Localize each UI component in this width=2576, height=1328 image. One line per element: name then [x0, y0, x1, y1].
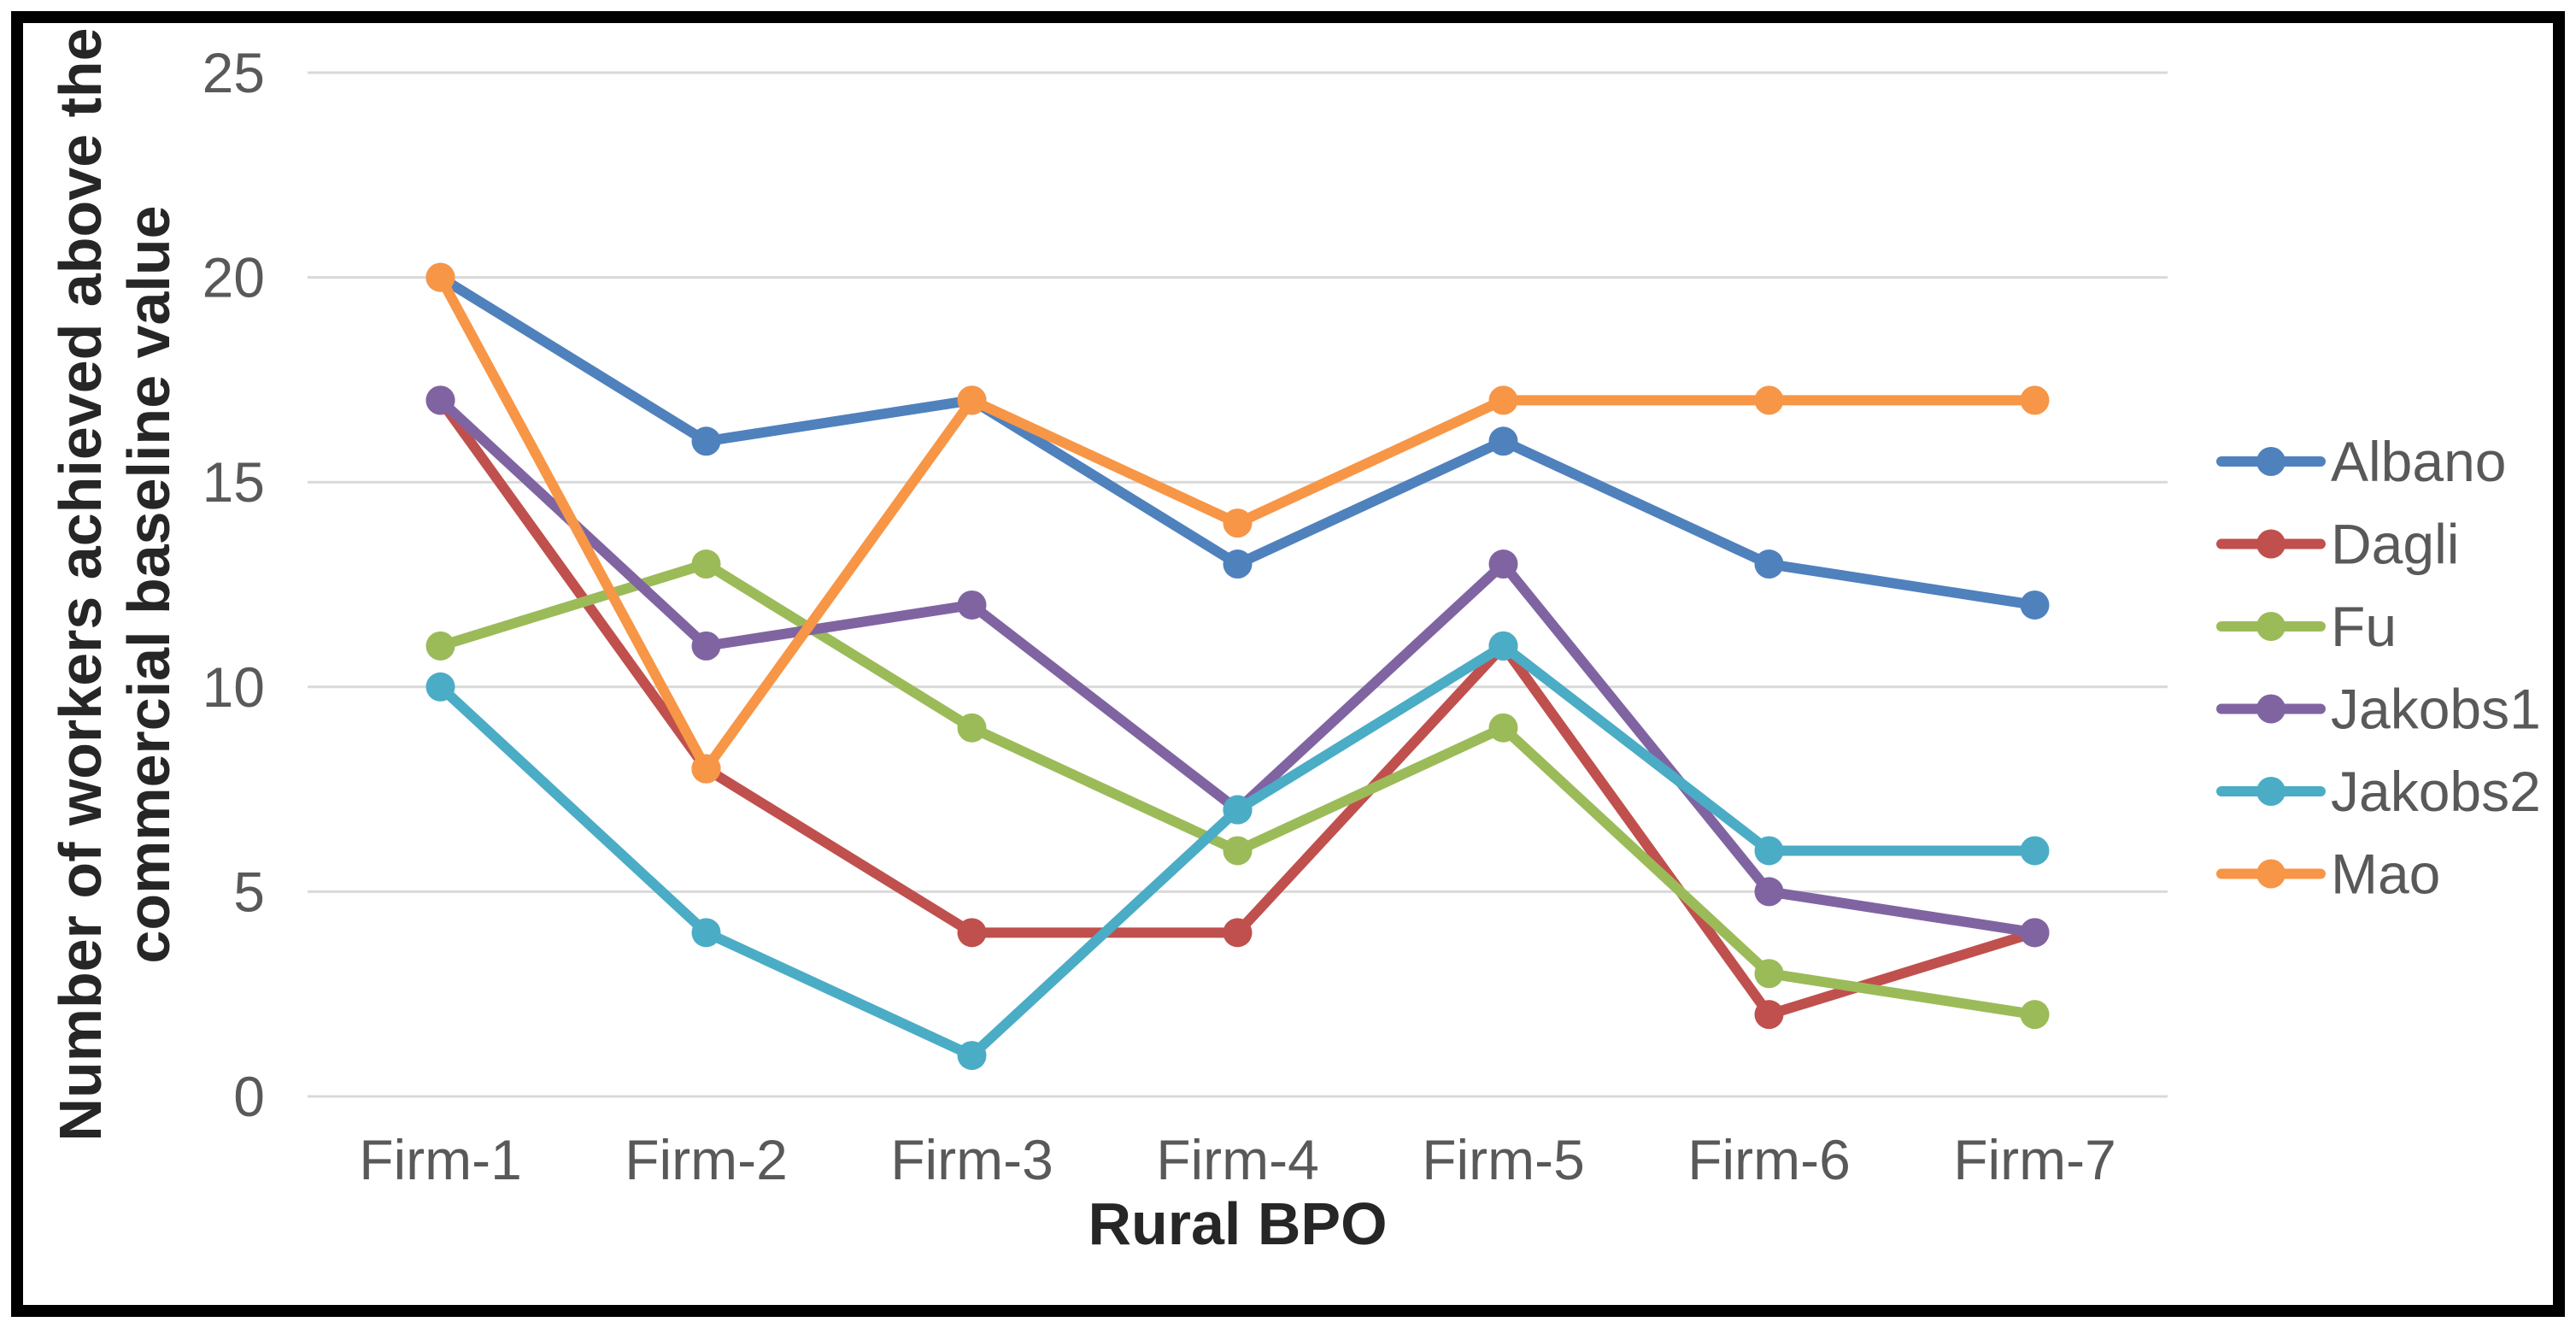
legend-marker-jakobs2	[2256, 777, 2286, 806]
series-marker-dagli-firm-3	[957, 918, 987, 948]
series-marker-albano-firm-2	[691, 426, 721, 456]
frame-border	[11, 11, 2565, 1317]
series-marker-jakobs1-firm-7	[2020, 918, 2050, 948]
series-marker-albano-firm-4	[1223, 549, 1253, 579]
legend-label-jakobs1[interactable]: Jakobs1	[2331, 678, 2541, 741]
y-tick-label-10: 10	[202, 655, 265, 719]
series-marker-dagli-firm-6	[1754, 1000, 1784, 1030]
series-marker-fu-firm-1	[425, 631, 455, 661]
x-tick-label-6: Firm-6	[1687, 1128, 1851, 1191]
series-marker-fu-firm-6	[1754, 959, 1784, 989]
series-marker-mao-firm-6	[1754, 385, 1784, 415]
series-marker-fu-firm-7	[2020, 1000, 2050, 1030]
legend-marker-albano	[2256, 447, 2286, 476]
series-marker-jakobs1-firm-2	[691, 631, 721, 661]
series-marker-jakobs1-firm-3	[957, 590, 987, 620]
legend-label-mao[interactable]: Mao	[2331, 843, 2440, 906]
series-marker-fu-firm-2	[691, 549, 721, 579]
series-marker-jakobs2-firm-1	[425, 672, 455, 702]
x-axis-title: Rural BPO	[1088, 1190, 1387, 1257]
y-tick-label-0: 0	[233, 1065, 265, 1128]
series-marker-mao-firm-1	[425, 262, 455, 292]
series-marker-mao-firm-7	[2020, 385, 2050, 415]
series-marker-jakobs2-firm-4	[1223, 795, 1253, 825]
legend-marker-dagli	[2256, 529, 2286, 559]
x-tick-label-3: Firm-3	[890, 1128, 1053, 1191]
series-marker-fu-firm-5	[1488, 713, 1518, 743]
y-axis-title: Number of workers achieved above thecomm…	[47, 27, 182, 1141]
x-tick-label-7: Firm-7	[1953, 1128, 2116, 1191]
x-tick-label-4: Firm-4	[1156, 1128, 1319, 1191]
series-marker-jakobs2-firm-3	[957, 1041, 987, 1071]
series-marker-albano-firm-6	[1754, 549, 1784, 579]
y-tick-label-5: 5	[233, 860, 265, 923]
y-tick-label-20: 20	[202, 246, 265, 309]
legend-label-fu[interactable]: Fu	[2331, 595, 2397, 658]
series-marker-dagli-firm-4	[1223, 918, 1253, 948]
series-marker-albano-firm-7	[2020, 590, 2050, 620]
series-marker-jakobs2-firm-5	[1488, 631, 1518, 661]
legend-marker-fu	[2256, 612, 2286, 641]
legend-label-albano[interactable]: Albano	[2331, 430, 2507, 493]
series-marker-jakobs2-firm-7	[2020, 836, 2050, 866]
x-tick-label-1: Firm-1	[359, 1128, 522, 1191]
series-marker-albano-firm-5	[1488, 426, 1518, 456]
series-marker-jakobs1-firm-6	[1754, 877, 1784, 907]
x-tick-label-2: Firm-2	[625, 1128, 788, 1191]
series-marker-fu-firm-3	[957, 713, 987, 743]
y-tick-label-15: 15	[202, 450, 265, 514]
series-marker-mao-firm-4	[1223, 508, 1253, 538]
series-marker-jakobs2-firm-2	[691, 918, 721, 948]
series-marker-mao-firm-2	[691, 754, 721, 784]
legend-label-jakobs2[interactable]: Jakobs2	[2331, 760, 2541, 823]
legend-marker-mao	[2256, 859, 2286, 889]
series-marker-jakobs1-firm-5	[1488, 549, 1518, 579]
x-tick-label-5: Firm-5	[1422, 1128, 1585, 1191]
series-marker-mao-firm-3	[957, 385, 987, 415]
series-marker-jakobs2-firm-6	[1754, 836, 1784, 866]
y-tick-label-25: 25	[202, 41, 265, 104]
series-marker-jakobs1-firm-1	[425, 385, 455, 415]
legend-marker-jakobs1	[2256, 694, 2286, 724]
series-marker-fu-firm-4	[1223, 836, 1253, 866]
series-marker-mao-firm-5	[1488, 385, 1518, 415]
legend-label-dagli[interactable]: Dagli	[2331, 513, 2459, 576]
